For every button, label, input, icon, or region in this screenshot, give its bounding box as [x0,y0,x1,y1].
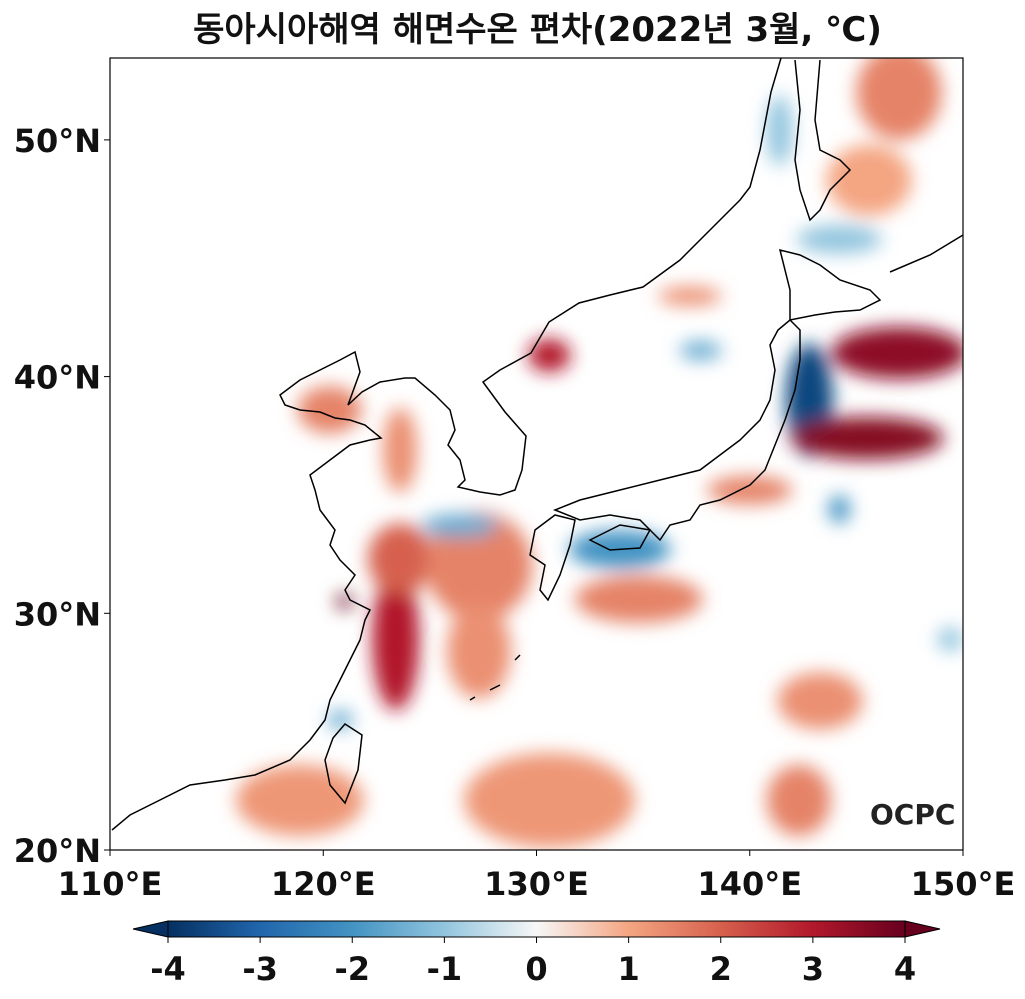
anomaly-region-22 [828,494,850,524]
y-tick-label: 20°N [14,832,101,870]
y-tick-label: 40°N [14,359,101,397]
anomaly-region-24 [658,286,723,306]
colorbar-tick-label: 2 [710,950,732,988]
x-tick-label: 140°E [697,865,802,903]
anomaly-region-19 [766,94,793,166]
colorbar-tick-label: -2 [334,950,370,988]
anomaly-region-21 [679,341,723,361]
hokkaido-coastline [778,248,882,321]
anomaly-region-13 [463,752,635,848]
colorbar-bar [167,920,906,938]
x-tick-label: 130°E [484,865,589,903]
colorbar-tick-label: 0 [525,950,547,988]
map-title: 동아시아해역 해면수온 편차(2022년 3월, ℃) [193,10,882,50]
taiwan-coastline [324,723,363,805]
anomaly-region-12 [574,575,703,623]
anomaly-region-10 [297,386,362,434]
mainland-coastline [111,58,782,831]
x-tick-label: 120°E [271,865,376,903]
anomaly-field [235,58,963,848]
anomaly-region-9 [527,338,571,372]
kyushu-coastline [529,514,576,602]
anomaly-region-14 [235,764,364,836]
colorbar-tick-label: -3 [242,950,278,988]
anomaly-region-27 [336,594,354,609]
anomaly-region-26 [937,627,963,652]
anomaly-region-18 [826,144,912,216]
shikoku-coastline [588,524,652,551]
anomaly-region-17 [856,58,942,140]
anomaly-region-11 [382,407,418,493]
anomaly-region-23 [707,476,793,505]
x-tick-label: 110°E [58,865,163,903]
anomaly-region-1 [830,326,963,379]
anomaly-region-20 [796,225,882,254]
anomaly-region-2 [790,416,944,460]
colorbar-tick-label: -4 [150,950,186,988]
anomaly-region-15 [777,672,863,730]
anomaly-region-3 [372,568,420,711]
coastlines [111,58,963,831]
sakhalin-coastline [794,59,852,222]
colorbar-tick-label: 3 [802,950,824,988]
colorbar-tick-label: 4 [894,950,916,988]
colorbar-extend-max [904,920,941,938]
y-tick-label: 30°N [14,595,101,633]
honshu-coastline [552,318,801,542]
anomaly-region-4 [368,523,433,595]
ryukyu-islands [469,654,521,701]
x-tick-label: 150°E [911,865,1016,903]
anomaly-region-8 [421,513,499,538]
ocpc-logo: OCPC [870,798,955,831]
colorbar: -4 -3 -2 -1 0 1 2 3 4 [132,920,941,988]
ocpc-logo-text: OCPC [870,798,955,831]
colorbar-tick-label: 1 [617,950,639,988]
anomaly-region-5 [425,511,533,621]
anomaly-region-6 [446,603,511,699]
colorbar-tick-label: -1 [427,950,463,988]
y-tick-label: 50°N [14,122,101,160]
colorbar-extend-min [132,920,169,938]
anomaly-region-16 [766,764,831,836]
kuril-coastline [889,234,963,273]
